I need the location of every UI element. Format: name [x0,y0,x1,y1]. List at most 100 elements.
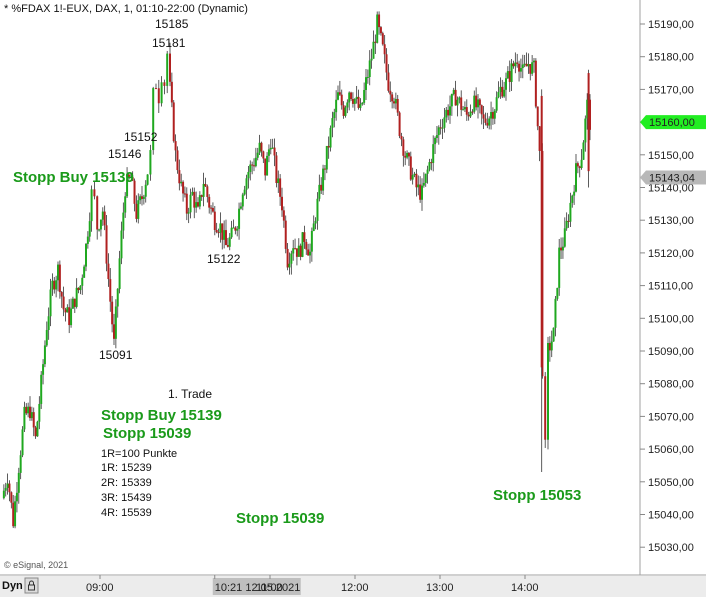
lock-icon[interactable] [24,577,39,594]
candle-body [449,106,451,116]
candle-body [288,263,291,268]
candle-body [460,97,463,110]
candle-body [230,227,233,238]
candle-body [452,89,455,95]
candle-body [277,178,280,184]
candle-body [139,196,142,201]
candle-body [34,427,37,437]
candle-body [477,99,479,108]
x-tick-label: 12:00 [341,582,369,594]
candle-body [114,306,117,339]
candle-body [77,287,80,291]
candle-body [589,99,591,130]
candle-body [294,248,297,250]
candle-body [363,89,366,103]
price-tags: 15160,00 15143,04 [640,115,706,185]
candle-body [327,145,330,148]
candle-body [432,144,435,163]
candle-body [580,159,583,168]
candle-body [514,62,517,67]
candle-body [53,280,56,290]
candle-body [422,182,425,186]
candle-body [404,155,407,158]
candle-body [101,211,104,220]
candle-body [525,63,528,67]
candle-body [30,412,33,419]
chart-annotation: Stopp Buy 15139 [101,407,222,424]
candle-body [456,99,459,106]
candle-body [281,196,283,211]
candle-body [120,230,123,259]
candle-body [27,406,30,414]
candle-body [381,33,384,45]
candle-body [249,164,252,172]
candle-body [88,221,91,237]
candle-body [475,95,478,108]
candle-body [394,98,397,104]
y-tick-label: 15070,00 [648,411,694,423]
candle-body [12,502,15,527]
candle-body [236,228,239,231]
candle-body [501,86,504,97]
y-axis[interactable]: 15190,00 15180,00 15170,00 15160,00 15150,00… [640,19,694,554]
candle-body [586,99,589,119]
candle-body [350,92,353,100]
candle-body [531,62,534,74]
candle-body [14,501,17,527]
candle-body [307,249,310,256]
candle-body [318,184,321,199]
candle-body [155,88,157,90]
candle-body [99,219,102,230]
candle-body [32,412,35,428]
candle-body [297,245,300,257]
candle-body [587,73,590,172]
mode-label[interactable]: Dyn [2,580,23,592]
candle-body [409,156,412,180]
candle-body [439,127,442,129]
candle-body [338,92,341,95]
candle-body [540,95,543,368]
candle-body [202,183,205,197]
candle-body [282,210,285,221]
candle-body [197,202,199,207]
candle-body [163,82,166,86]
candle-body [241,194,244,207]
candle-body [437,127,440,136]
candle-body [93,189,96,197]
candle-body [486,122,489,126]
candle-body [146,174,149,185]
candle-body [491,112,494,119]
candle-body [260,142,263,152]
candle-body [458,97,461,100]
candle-body [463,107,466,110]
candle-body [378,14,381,28]
candle-body [314,220,317,224]
candle-body [379,27,382,34]
candle-body [312,223,315,232]
candle-body [527,64,530,67]
candle-body [118,258,121,289]
candle-body [450,94,453,107]
candle-body [243,189,246,195]
candle-body [342,105,345,116]
candle-body [135,203,138,219]
candle-body [488,118,491,126]
plot-area[interactable] [0,0,640,575]
candle-body [36,421,39,437]
candle-body [215,230,218,233]
candle-body [183,193,186,195]
candle-body [323,168,326,170]
candle-body [512,63,515,67]
time-axis-bar[interactable] [0,576,706,597]
candle-body [217,232,220,234]
candle-body [419,184,422,200]
candle-body [441,127,444,129]
candle-body [55,280,58,290]
candle-body [47,316,50,331]
candle-body [290,253,293,264]
candle-body [518,63,521,72]
candle-body [178,170,181,184]
candle-body [40,374,43,404]
